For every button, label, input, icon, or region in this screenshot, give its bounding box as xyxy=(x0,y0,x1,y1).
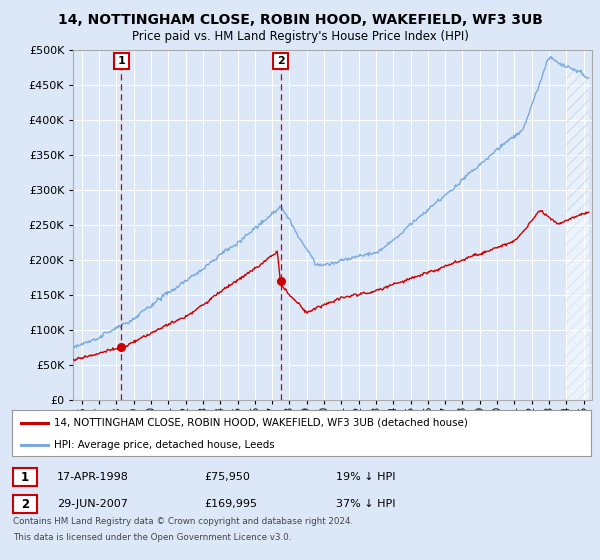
Text: 19% ↓ HPI: 19% ↓ HPI xyxy=(336,472,395,482)
Text: £75,950: £75,950 xyxy=(204,472,250,482)
Text: 14, NOTTINGHAM CLOSE, ROBIN HOOD, WAKEFIELD, WF3 3UB: 14, NOTTINGHAM CLOSE, ROBIN HOOD, WAKEFI… xyxy=(58,13,542,27)
Text: HPI: Average price, detached house, Leeds: HPI: Average price, detached house, Leed… xyxy=(53,440,274,450)
Text: Price paid vs. HM Land Registry's House Price Index (HPI): Price paid vs. HM Land Registry's House … xyxy=(131,30,469,43)
Text: This data is licensed under the Open Government Licence v3.0.: This data is licensed under the Open Gov… xyxy=(13,533,292,542)
Text: £169,995: £169,995 xyxy=(204,499,257,509)
Text: 17-APR-1998: 17-APR-1998 xyxy=(57,472,129,482)
Text: 2: 2 xyxy=(21,497,29,511)
Text: 37% ↓ HPI: 37% ↓ HPI xyxy=(336,499,395,509)
Text: 14, NOTTINGHAM CLOSE, ROBIN HOOD, WAKEFIELD, WF3 3UB (detached house): 14, NOTTINGHAM CLOSE, ROBIN HOOD, WAKEFI… xyxy=(53,418,467,428)
Text: Contains HM Land Registry data © Crown copyright and database right 2024.: Contains HM Land Registry data © Crown c… xyxy=(13,517,353,526)
Text: 1: 1 xyxy=(118,56,125,66)
Text: 1: 1 xyxy=(21,470,29,484)
Text: 2: 2 xyxy=(277,56,284,66)
Text: 29-JUN-2007: 29-JUN-2007 xyxy=(57,499,128,509)
